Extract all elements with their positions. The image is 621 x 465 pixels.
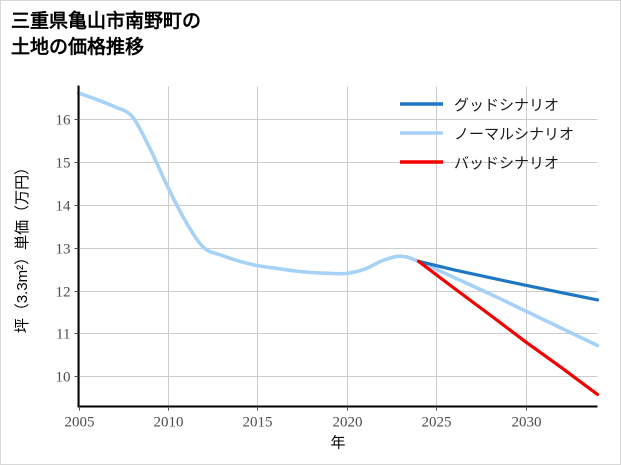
x-axis-title: 年 bbox=[330, 435, 345, 452]
legend-label: ノーマルシナリオ bbox=[454, 127, 574, 143]
x-tick-label: 2005 bbox=[65, 415, 95, 431]
x-tick-label: 2030 bbox=[512, 415, 542, 431]
y-tick-label: 16 bbox=[56, 113, 72, 129]
y-tick-label: 13 bbox=[56, 242, 71, 258]
x-tick-label: 2025 bbox=[422, 415, 452, 431]
y-tick-label: 15 bbox=[56, 156, 71, 172]
tick-labels: 10 11 12 13 14 15 16 2005 2010 2015 2020 2025 2030 bbox=[56, 113, 542, 431]
x-tick-label: 2020 bbox=[333, 415, 363, 431]
axes-group bbox=[74, 85, 598, 411]
legend-label: バッドシナリオ bbox=[454, 156, 559, 172]
page-title: 三重県亀山市南野町の 土地の価格推移 bbox=[11, 11, 202, 58]
series-line-bad bbox=[416, 259, 600, 397]
x-tick-label: 2010 bbox=[154, 415, 184, 431]
x-tick-label: 2015 bbox=[243, 415, 273, 431]
series-line-good bbox=[416, 259, 600, 302]
series-line-normal bbox=[76, 91, 600, 348]
y-axis-title: 坪（3.3m²）単価（万円） bbox=[14, 160, 31, 333]
y-tick-label: 11 bbox=[56, 327, 70, 343]
y-tick-label: 10 bbox=[56, 370, 71, 386]
series-group bbox=[76, 91, 600, 397]
y-tick-label: 14 bbox=[56, 199, 72, 215]
legend-label: グッドシナリオ bbox=[454, 97, 559, 114]
y-tick-label: 12 bbox=[56, 285, 71, 301]
